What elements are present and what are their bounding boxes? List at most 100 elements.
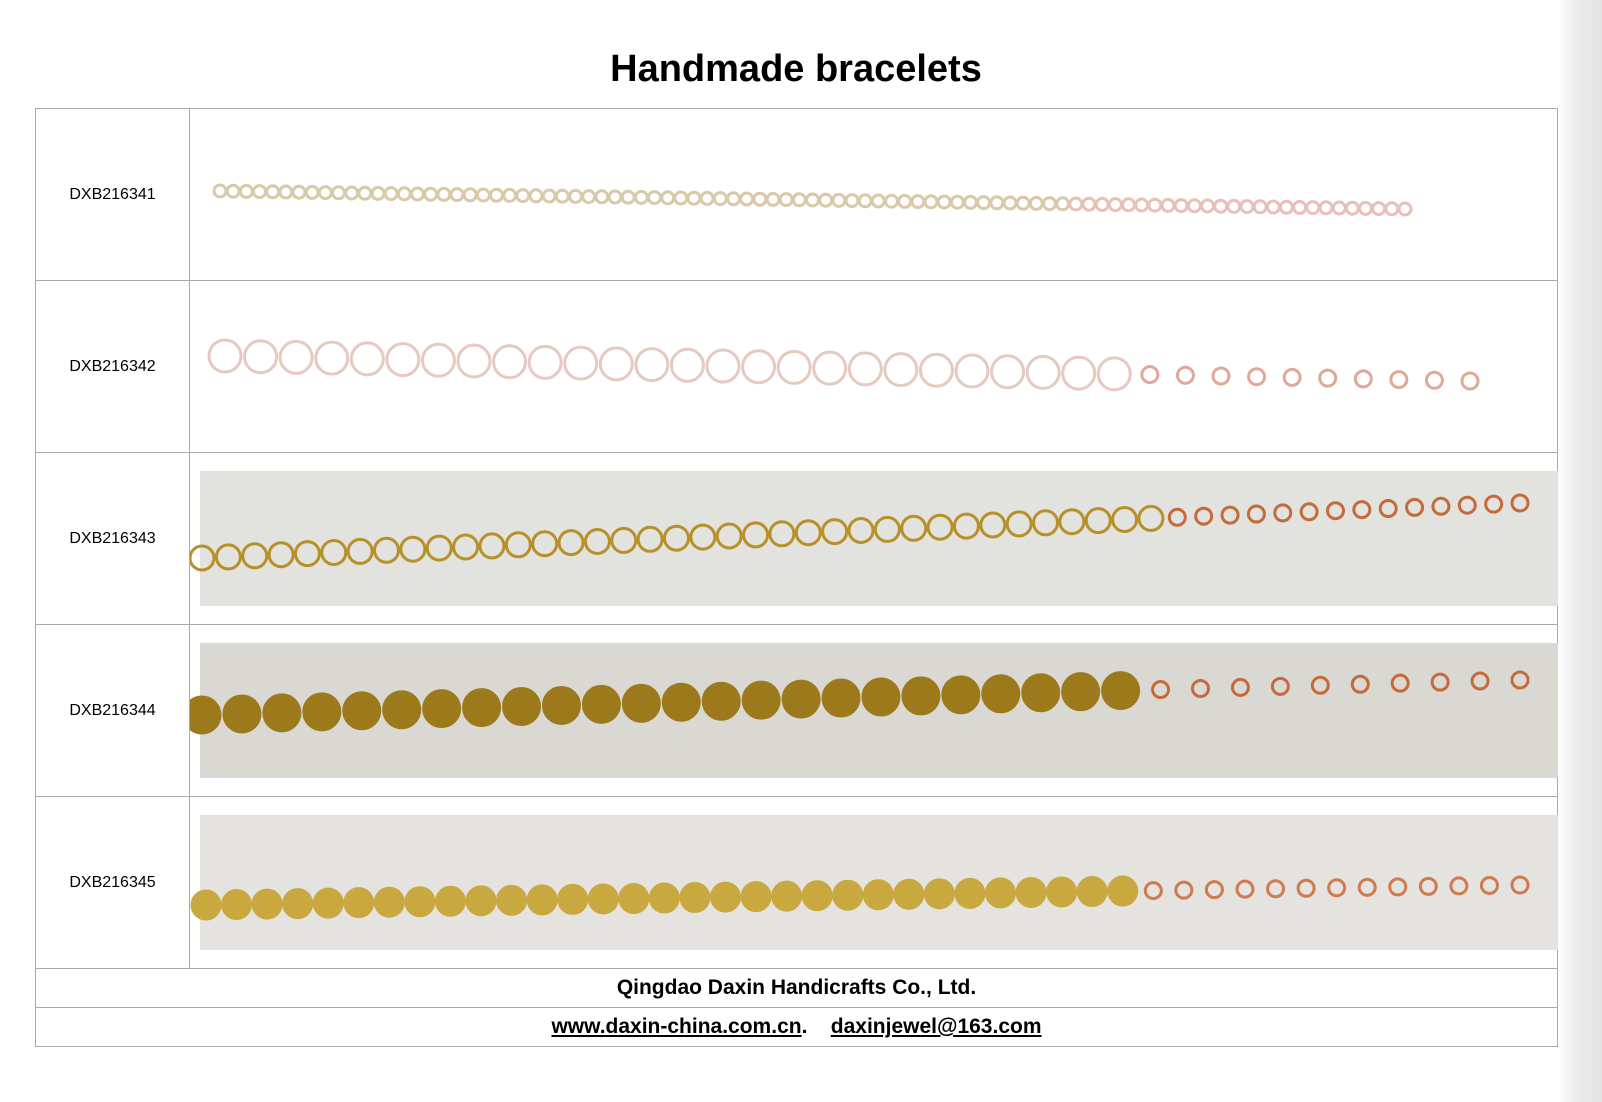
chain-link	[1273, 503, 1293, 523]
chain-link	[726, 191, 741, 207]
chain-link	[1247, 367, 1267, 387]
chain-link	[648, 882, 680, 914]
chain-link	[1266, 879, 1286, 899]
chain-link	[926, 513, 954, 541]
chain-link	[1230, 677, 1250, 697]
chain-link	[557, 883, 589, 915]
chain-link	[1211, 366, 1231, 386]
chain-link	[515, 188, 531, 204]
chain-link	[1470, 671, 1490, 691]
chain-link	[647, 190, 662, 206]
chain-link	[1151, 680, 1171, 700]
chain-link	[618, 882, 650, 914]
product-image	[189, 796, 1558, 969]
chain-link	[900, 514, 928, 542]
email-link[interactable]: daxinjewel@163.com	[830, 1015, 1042, 1038]
chain-link	[452, 533, 480, 561]
chain-link	[1397, 201, 1413, 217]
chain-link	[669, 347, 705, 383]
chain-link	[923, 878, 955, 910]
chain-link	[1430, 672, 1450, 692]
chain-link	[1318, 200, 1334, 216]
chain-link	[373, 536, 401, 564]
chain-link	[1042, 196, 1057, 212]
chain-link	[346, 537, 374, 565]
chain-link	[1213, 198, 1229, 214]
chain-link	[1194, 506, 1214, 526]
chain-link	[847, 351, 883, 387]
chain-link	[689, 523, 717, 551]
chain-link	[607, 189, 623, 205]
chain-link	[781, 679, 821, 719]
chain-link	[1292, 199, 1308, 215]
chain-link	[304, 184, 320, 200]
chain-link	[699, 190, 715, 206]
chain-link	[844, 193, 860, 209]
scrollbar	[1558, 0, 1602, 1102]
chain-link	[1107, 875, 1139, 907]
chain-link	[1357, 877, 1377, 897]
chain-link	[739, 191, 755, 207]
product-code: DXB216343	[35, 452, 190, 625]
bracelet-photo	[212, 183, 1413, 217]
chain-link	[705, 348, 741, 384]
chain-link	[981, 674, 1021, 714]
chain-link	[583, 528, 611, 555]
chain-link	[456, 343, 492, 379]
chain-link	[1094, 196, 1110, 212]
chain-link	[1510, 493, 1530, 513]
chain-link	[1190, 678, 1210, 698]
chain-link	[349, 341, 385, 377]
chain-link	[870, 193, 886, 209]
chain-link	[531, 530, 559, 558]
chain-link	[1096, 356, 1132, 392]
chain-link	[1389, 370, 1409, 390]
chain-link	[1353, 369, 1373, 389]
chain-link	[715, 522, 743, 550]
chain-link	[1081, 196, 1097, 212]
chain-link	[436, 186, 452, 202]
chain-link	[238, 183, 254, 199]
chain-link	[587, 883, 619, 915]
chain-link	[1084, 507, 1112, 535]
chain-link	[1235, 879, 1255, 899]
product-code: DXB216341	[35, 108, 190, 281]
chain-link	[1282, 367, 1302, 387]
chain-link	[952, 512, 980, 540]
chain-link	[1270, 676, 1290, 696]
chain-link	[1140, 365, 1160, 385]
chain-link	[502, 687, 542, 727]
chain-link	[1032, 509, 1060, 537]
chain-link	[598, 346, 634, 382]
chain-link	[420, 342, 456, 378]
chain-link	[686, 190, 702, 206]
chain-link	[214, 543, 242, 571]
chain-link	[1431, 496, 1451, 516]
chain-link	[936, 194, 952, 210]
chain-link	[563, 345, 599, 381]
chain-link	[1121, 197, 1136, 213]
chain-link	[410, 186, 425, 202]
chain-link	[265, 184, 281, 200]
chain-link	[404, 886, 436, 918]
chain-link	[832, 879, 864, 911]
chain-link	[293, 540, 321, 568]
chain-link	[910, 194, 926, 210]
website-link[interactable]: www.daxin-china.com.cn	[551, 1015, 802, 1038]
chain-link	[1325, 501, 1345, 521]
chain-link	[861, 677, 901, 717]
chain-link	[633, 189, 649, 205]
chain-link	[425, 534, 453, 562]
chain-link	[847, 517, 875, 544]
product-image	[189, 624, 1558, 797]
chain-link	[423, 186, 439, 202]
chain-link	[1371, 201, 1387, 217]
chain-link	[465, 885, 497, 917]
chain-link	[979, 511, 1007, 539]
chain-link	[496, 884, 528, 916]
chain-link	[963, 194, 978, 210]
chain-link	[768, 520, 796, 548]
chain-link	[1220, 505, 1240, 525]
chain-link	[302, 692, 342, 732]
chain-link	[1424, 370, 1444, 390]
